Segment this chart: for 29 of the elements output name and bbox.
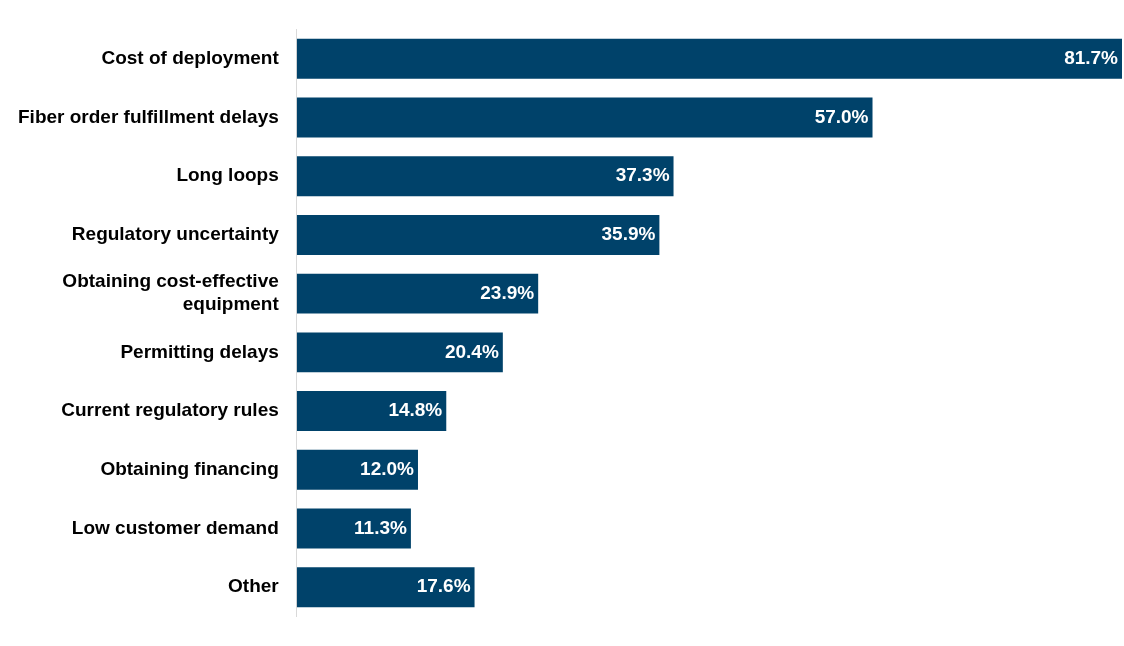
bar (296, 97, 873, 138)
y-tick-label: Low customer demand (71, 516, 279, 538)
bar (296, 449, 418, 490)
bar (296, 391, 447, 432)
y-tick-label: Current regulatory rules (61, 399, 279, 421)
bar (296, 332, 503, 373)
data-label: 14.8% (388, 399, 443, 421)
bar (296, 567, 475, 608)
data-label: 12.0% (360, 458, 415, 480)
y-tick-label: Other (228, 575, 280, 597)
data-label: 11.3% (354, 516, 408, 538)
data-label: 37.3% (615, 164, 670, 186)
y-tick-label: Cost of deployment (101, 46, 280, 68)
y-tick-label: Regulatory uncertainty (71, 223, 280, 245)
data-label: 20.4% (444, 340, 499, 362)
data-label: 81.7% (1064, 46, 1119, 68)
bar (296, 156, 674, 197)
bar (296, 273, 539, 314)
y-tick-label: Obtaining cost-effective equipment (62, 270, 280, 315)
y-tick-label: Long loops (176, 164, 279, 186)
bar (296, 214, 660, 255)
data-label: 57.0% (814, 105, 869, 127)
data-label: 17.6% (416, 575, 471, 597)
y-tick-label: Fiber order fulfillment delays (18, 105, 279, 127)
data-label: 23.9% (480, 281, 535, 303)
data-label: 35.9% (601, 223, 656, 245)
y-tick-label: Obtaining financing (100, 458, 279, 480)
y-tick-label: Permitting delays (120, 340, 279, 362)
bar (296, 38, 1122, 79)
